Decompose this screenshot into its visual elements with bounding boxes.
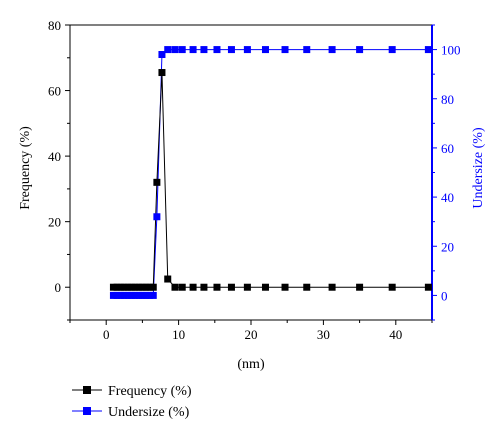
y-left-tick-label: 40 xyxy=(48,149,61,164)
data-point-undersize xyxy=(227,46,235,54)
legend-entry-frequency: Frequency (%) xyxy=(72,384,192,399)
data-point-frequency xyxy=(303,283,311,291)
x-tick-label: 40 xyxy=(389,327,402,342)
y-right-tick-label: 60 xyxy=(441,141,454,156)
data-point-frequency xyxy=(109,283,117,291)
data-point-frequency xyxy=(124,283,132,291)
data-point-undersize xyxy=(128,291,136,299)
data-point-undersize xyxy=(424,46,432,54)
legend-label-frequency: Frequency (%) xyxy=(108,384,192,399)
plot-frame xyxy=(69,24,433,321)
data-point-frequency xyxy=(153,178,161,186)
series-line-undersize xyxy=(113,49,429,296)
y-right-tick-label: 0 xyxy=(441,288,448,303)
data-point-frequency xyxy=(117,283,125,291)
legend: Frequency (%) Undersize (%) xyxy=(72,384,192,420)
data-point-undersize xyxy=(281,46,289,54)
data-point-undersize xyxy=(149,291,157,299)
data-point-undersize xyxy=(158,51,166,58)
data-point-undersize xyxy=(178,46,186,54)
data-point-frequency xyxy=(164,275,172,283)
legend-entry-undersize: Undersize (%) xyxy=(72,405,190,420)
data-point-frequency xyxy=(424,283,432,291)
data-point-undersize xyxy=(189,46,197,54)
data-point-undersize xyxy=(120,291,128,299)
data-point-frequency xyxy=(213,283,221,291)
x-tick-label: 0 xyxy=(103,327,110,342)
series-lines xyxy=(113,49,429,296)
x-tick-label: 30 xyxy=(317,327,330,342)
data-point-frequency xyxy=(149,283,157,291)
y-right-tick-label: 20 xyxy=(441,239,454,254)
series-line-frequency xyxy=(113,72,429,288)
data-point-frequency xyxy=(138,283,146,291)
legend-label-undersize: Undersize (%) xyxy=(108,405,190,420)
data-point-frequency xyxy=(171,283,179,291)
data-point-undersize xyxy=(124,291,132,299)
data-point-frequency xyxy=(128,283,136,291)
data-point-frequency xyxy=(113,283,121,291)
data-point-frequency xyxy=(146,283,154,291)
data-point-frequency xyxy=(227,283,235,291)
data-point-frequency xyxy=(135,283,143,291)
y-axis-left-label: Frequency (%) xyxy=(18,126,33,210)
data-point-undersize xyxy=(138,291,146,299)
y-axis-right-label: Undersize (%) xyxy=(471,127,486,209)
y-right-tick-label: 40 xyxy=(441,190,454,205)
data-point-undersize xyxy=(131,291,139,299)
data-point-undersize xyxy=(117,291,125,299)
data-point-frequency xyxy=(120,283,128,291)
y-right-tick-label: 100 xyxy=(441,43,461,58)
y-left-tick-label: 80 xyxy=(48,18,61,33)
data-point-undersize xyxy=(243,46,251,54)
data-point-frequency xyxy=(189,283,197,291)
data-point-frequency xyxy=(158,69,166,77)
data-point-undersize xyxy=(213,46,221,54)
axis-ticks xyxy=(65,24,437,325)
data-point-frequency xyxy=(328,283,336,291)
y-left-tick-label: 20 xyxy=(48,215,61,230)
data-point-frequency xyxy=(388,283,396,291)
data-point-undersize xyxy=(171,46,179,54)
data-point-undersize xyxy=(328,46,336,54)
data-point-undersize xyxy=(261,46,269,54)
data-point-frequency xyxy=(131,283,139,291)
data-point-undersize xyxy=(200,46,208,54)
data-point-undersize xyxy=(303,46,311,54)
tick-labels: 0 10 20 30 40 0 20 40 60 80 0 20 40 60 80 100 xyxy=(48,18,461,342)
x-tick-label: 20 xyxy=(245,327,258,342)
data-point-undersize xyxy=(388,46,396,54)
data-point-frequency xyxy=(243,283,251,291)
data-point-undersize xyxy=(142,291,150,299)
data-point-frequency xyxy=(178,283,186,291)
data-point-frequency xyxy=(281,283,289,291)
data-point-undersize xyxy=(113,291,121,299)
data-point-undersize xyxy=(164,46,172,54)
data-point-undersize xyxy=(356,46,364,54)
data-point-undersize xyxy=(146,291,154,299)
series-markers xyxy=(109,46,432,299)
y-left-tick-label: 0 xyxy=(55,280,62,295)
data-point-undersize xyxy=(135,291,143,299)
data-point-frequency xyxy=(200,283,208,291)
data-point-frequency xyxy=(142,283,150,291)
x-tick-label: 10 xyxy=(172,327,185,342)
data-point-undersize xyxy=(109,291,117,299)
y-left-tick-label: 60 xyxy=(48,84,61,99)
data-point-undersize xyxy=(153,213,161,221)
data-point-frequency xyxy=(261,283,269,291)
y-right-tick-label: 80 xyxy=(441,92,454,107)
x-axis-label: (nm) xyxy=(237,357,265,372)
data-point-frequency xyxy=(356,283,364,291)
